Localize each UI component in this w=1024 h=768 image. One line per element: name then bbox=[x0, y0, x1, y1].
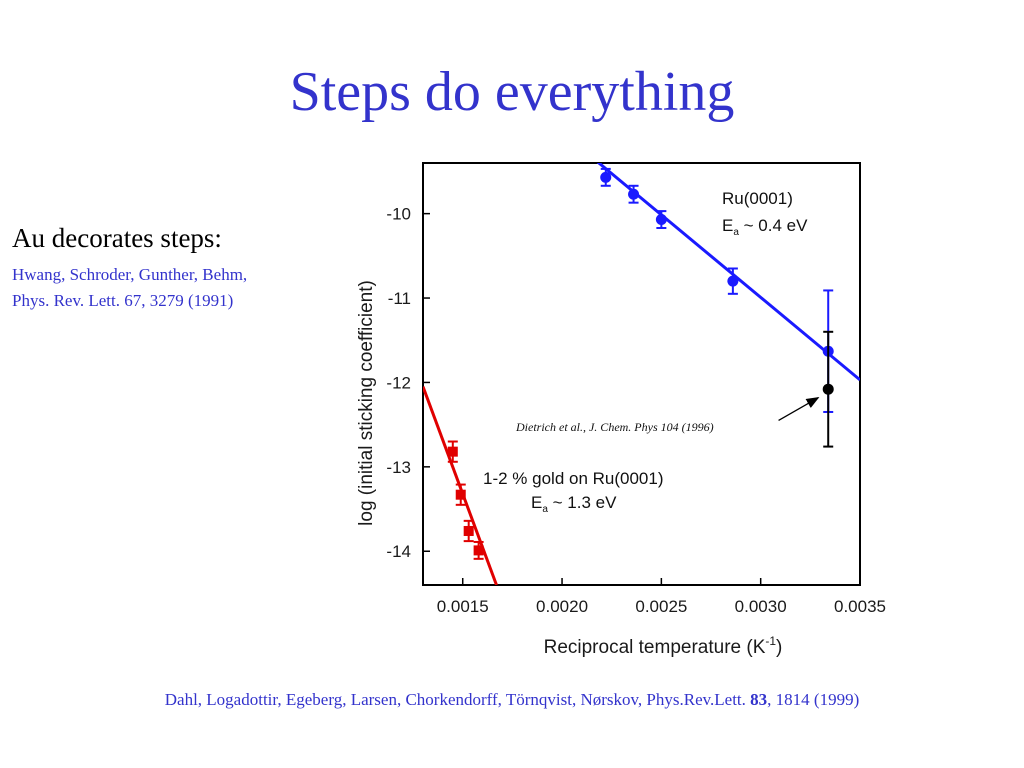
ru-data-point bbox=[727, 275, 739, 287]
y-tick-label: -10 bbox=[386, 205, 411, 224]
side-reference-line-2: Phys. Rev. Lett. 67, 3279 (1991) bbox=[12, 291, 234, 310]
y-tick-label: -13 bbox=[386, 458, 411, 477]
x-tick-label: 0.0020 bbox=[536, 597, 588, 616]
ru-data-point bbox=[628, 188, 640, 200]
x-tick-label: 0.0035 bbox=[834, 597, 886, 616]
axis-ticks: 0.0015 0.0020 0.0025 0.0030 0.0035 -10 -11 -12 -… bbox=[386, 205, 886, 616]
x-tick-label: 0.0030 bbox=[735, 597, 787, 616]
side-reference: Hwang, Schroder, Gunther, Behm, Phys. Re… bbox=[12, 262, 247, 314]
x-axis-label-exponent: -1 bbox=[765, 634, 776, 648]
gold-data-point bbox=[473, 545, 484, 556]
citation-pages-year: , 1814 (1999) bbox=[767, 690, 860, 709]
reference-data-point bbox=[822, 383, 834, 395]
side-heading: Au decorates steps: bbox=[12, 223, 222, 253]
y-tick-label: -14 bbox=[386, 542, 411, 561]
ru-series-label: Ru(0001) bbox=[722, 189, 793, 208]
x-axis-label-main: Reciprocal temperature (K bbox=[544, 637, 766, 658]
plot-frame bbox=[422, 162, 861, 586]
slide-title: Steps do everything bbox=[289, 61, 735, 123]
plot-area bbox=[422, 162, 861, 586]
ru-ea-value: ~ 0.4 eV bbox=[739, 216, 808, 235]
gold-series-label: 1-2 % gold on Ru(0001) bbox=[483, 469, 664, 488]
data-markers bbox=[447, 167, 834, 560]
y-tick-label: -12 bbox=[386, 373, 411, 392]
citation-authors: Dahl, Logadottir, Egeberg, Larsen, Chork… bbox=[164, 690, 751, 709]
citation: Dahl, Logadottir, Egeberg, Larsen, Chork… bbox=[0, 690, 1024, 710]
ru-activation-energy-label: Ea ~ 0.4 eV bbox=[722, 216, 808, 238]
dietrich-reference-arrow bbox=[778, 396, 820, 421]
gold-ea-symbol: E bbox=[531, 493, 542, 512]
dietrich-reference-label: Dietrich et al., J. Chem. Phys 104 (1996… bbox=[515, 420, 714, 434]
citation-volume: 83 bbox=[750, 690, 768, 709]
gold-data-point bbox=[463, 525, 474, 536]
y-axis-label: log (initial sticking coefficient) bbox=[356, 280, 377, 526]
x-tick-label: 0.0025 bbox=[635, 597, 687, 616]
gold-ea-subscript: a bbox=[542, 504, 548, 515]
side-reference-line-1: Hwang, Schroder, Gunther, Behm, bbox=[12, 265, 248, 284]
sticking-coefficient-chart: 0.0015 0.0020 0.0025 0.0030 0.0035 -10 -11 -12 -… bbox=[356, 162, 886, 658]
gold-data-point bbox=[447, 446, 458, 457]
ru-ea-subscript: a bbox=[733, 227, 739, 238]
x-axis-label: Reciprocal temperature (K-1) bbox=[544, 634, 783, 658]
ru-ea-symbol: E bbox=[722, 216, 733, 235]
x-axis-label-close: ) bbox=[776, 637, 782, 658]
gold-activation-energy-label: Ea ~ 1.3 eV bbox=[531, 493, 617, 515]
x-tick-label: 0.0015 bbox=[437, 597, 489, 616]
gold-ea-value: ~ 1.3 eV bbox=[548, 493, 617, 512]
ru-data-point bbox=[655, 214, 667, 226]
gold-data-point bbox=[455, 489, 466, 500]
y-tick-label: -11 bbox=[388, 289, 411, 308]
ru-data-point bbox=[600, 171, 612, 183]
